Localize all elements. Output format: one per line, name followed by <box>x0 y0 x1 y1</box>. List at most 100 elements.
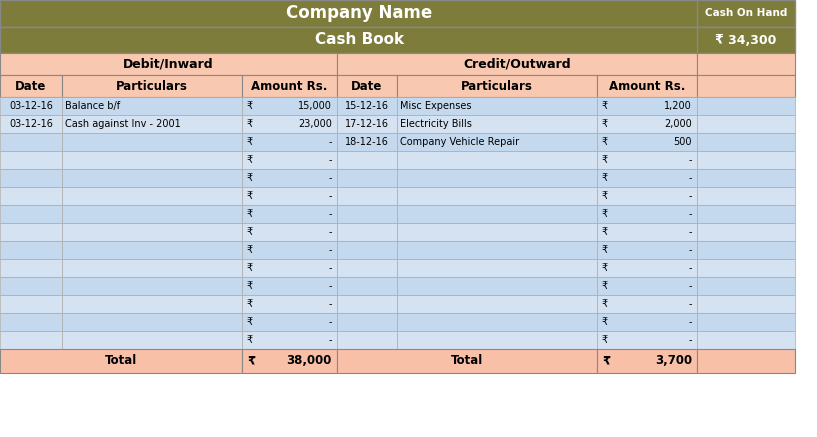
Bar <box>337 97 397 115</box>
Text: Company Vehicle Repair: Company Vehicle Repair <box>400 137 519 147</box>
Text: Date: Date <box>351 80 382 93</box>
Bar <box>597 187 697 205</box>
Text: 03-12-16: 03-12-16 <box>9 119 53 129</box>
Text: ₹: ₹ <box>247 354 255 368</box>
Bar <box>242 349 337 373</box>
Bar <box>242 169 337 187</box>
Bar <box>0 313 62 331</box>
Bar <box>697 277 795 295</box>
Bar <box>697 169 795 187</box>
Text: Amount Rs.: Amount Rs. <box>252 80 328 93</box>
Bar <box>62 205 242 223</box>
Bar <box>62 97 242 115</box>
Bar <box>397 97 597 115</box>
Bar <box>397 259 597 277</box>
Text: -: - <box>689 155 692 165</box>
Text: 38,000: 38,000 <box>287 354 332 368</box>
Text: -: - <box>328 137 332 147</box>
Text: -: - <box>328 281 332 291</box>
Bar <box>62 223 242 241</box>
Bar <box>397 313 597 331</box>
Bar <box>397 75 597 97</box>
Text: Date: Date <box>16 80 47 93</box>
Text: ₹: ₹ <box>602 191 608 201</box>
Text: ₹: ₹ <box>247 227 253 237</box>
Bar <box>697 313 795 331</box>
Bar <box>0 295 62 313</box>
Bar <box>242 151 337 169</box>
Bar <box>597 259 697 277</box>
Text: Company Name: Company Name <box>287 4 433 22</box>
Text: -: - <box>328 335 332 345</box>
Text: -: - <box>328 209 332 219</box>
Text: Particulars: Particulars <box>461 80 533 93</box>
Bar <box>0 97 62 115</box>
Bar <box>597 169 697 187</box>
Bar <box>697 27 795 53</box>
Text: -: - <box>328 299 332 309</box>
Bar <box>242 331 337 349</box>
Text: Total: Total <box>105 354 137 368</box>
Bar <box>697 205 795 223</box>
Bar <box>597 241 697 259</box>
Text: ₹: ₹ <box>602 317 608 327</box>
Text: 1,200: 1,200 <box>664 101 692 111</box>
Bar <box>597 75 697 97</box>
Bar <box>242 241 337 259</box>
Bar <box>397 169 597 187</box>
Text: 23,000: 23,000 <box>298 119 332 129</box>
Text: -: - <box>689 281 692 291</box>
Bar <box>337 187 397 205</box>
Bar <box>597 349 697 373</box>
Text: ₹: ₹ <box>602 335 608 345</box>
Bar <box>242 115 337 133</box>
Bar <box>242 295 337 313</box>
Bar <box>242 75 337 97</box>
Text: ₹: ₹ <box>247 155 253 165</box>
Bar <box>337 277 397 295</box>
Bar <box>697 295 795 313</box>
Bar <box>62 313 242 331</box>
Bar <box>597 133 697 151</box>
Bar <box>337 169 397 187</box>
Text: ₹: ₹ <box>247 335 253 345</box>
Bar <box>397 331 597 349</box>
Text: -: - <box>328 173 332 183</box>
Bar <box>62 187 242 205</box>
Text: ₹: ₹ <box>247 119 253 129</box>
Text: 18-12-16: 18-12-16 <box>345 137 389 147</box>
Text: -: - <box>328 191 332 201</box>
Text: ₹: ₹ <box>602 281 608 291</box>
Bar <box>337 349 597 373</box>
Bar <box>697 349 795 373</box>
Text: -: - <box>328 245 332 255</box>
Text: -: - <box>689 263 692 273</box>
Text: Balance b/f: Balance b/f <box>65 101 120 111</box>
Text: -: - <box>328 227 332 237</box>
Bar <box>0 151 62 169</box>
Text: ₹: ₹ <box>602 137 608 147</box>
Bar <box>397 115 597 133</box>
Bar <box>0 259 62 277</box>
Bar <box>397 205 597 223</box>
Bar <box>397 241 597 259</box>
Text: ₹: ₹ <box>247 281 253 291</box>
Text: ₹: ₹ <box>247 137 253 147</box>
Bar <box>397 133 597 151</box>
Bar <box>242 133 337 151</box>
Text: -: - <box>689 227 692 237</box>
Bar <box>0 331 62 349</box>
Text: ₹: ₹ <box>247 191 253 201</box>
Bar <box>397 187 597 205</box>
Text: -: - <box>689 299 692 309</box>
Bar <box>62 259 242 277</box>
Text: 2,000: 2,000 <box>664 119 692 129</box>
Text: ₹: ₹ <box>602 119 608 129</box>
Bar <box>242 187 337 205</box>
Bar <box>62 151 242 169</box>
Bar <box>697 223 795 241</box>
Text: -: - <box>689 209 692 219</box>
Bar <box>697 115 795 133</box>
Bar <box>337 75 397 97</box>
Bar <box>697 241 795 259</box>
